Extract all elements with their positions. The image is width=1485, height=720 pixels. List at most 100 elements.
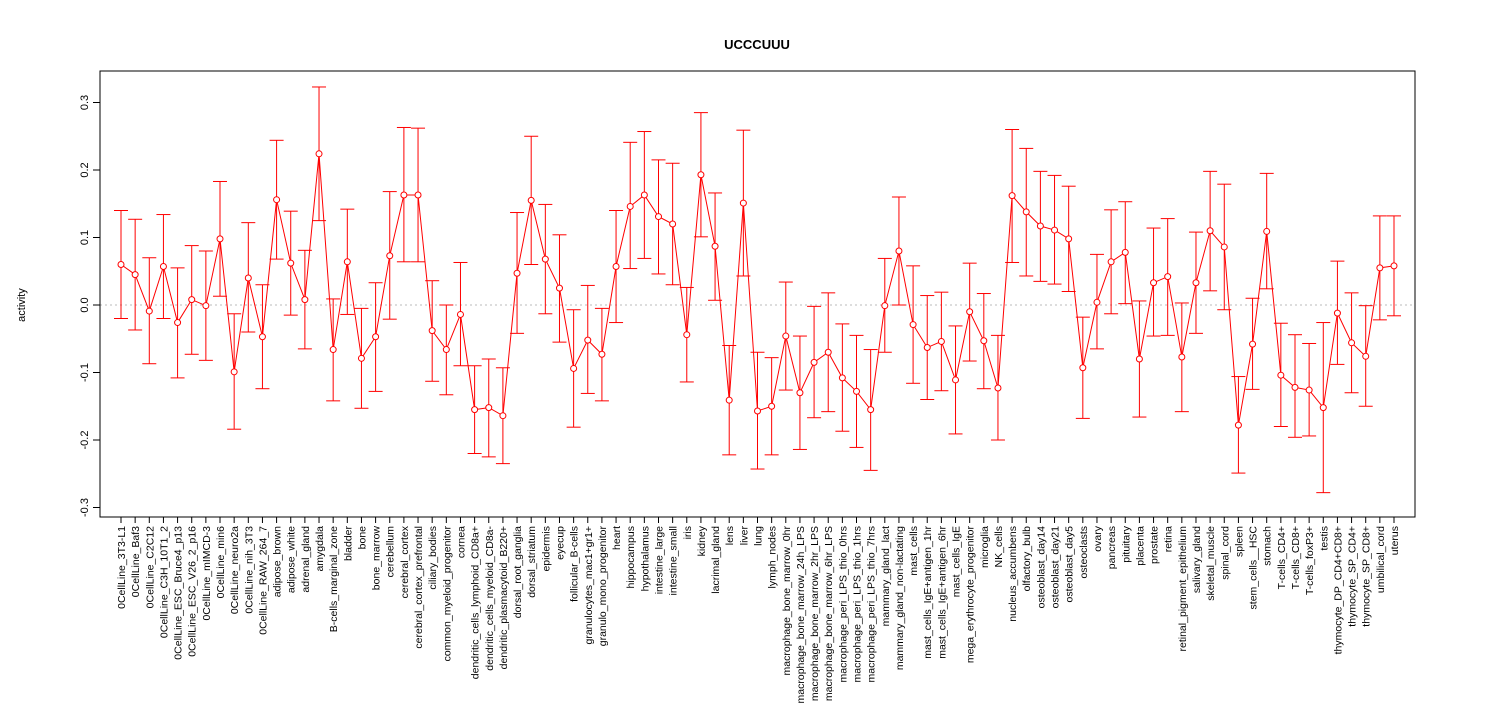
x-tick-label: skeletal_muscle xyxy=(1205,526,1217,601)
x-tick-label: cerebellum xyxy=(385,526,397,578)
x-tick-label: common_myeloid_progenitor xyxy=(441,526,453,662)
x-tick-label: T-cells_CD4+ xyxy=(1276,526,1288,589)
x-tick-label: 0CellLine_nih_3T3 xyxy=(243,526,255,614)
data-point xyxy=(867,406,875,414)
data-point xyxy=(202,302,210,310)
data-point xyxy=(1065,235,1073,243)
data-point xyxy=(499,412,507,420)
y-tick-label: 0.1 xyxy=(79,230,91,245)
data-point xyxy=(895,247,903,255)
x-tick-label: iris xyxy=(682,526,694,539)
x-tick-label: stomach xyxy=(1262,526,1274,566)
x-tick-label: salivary_gland xyxy=(1191,526,1203,593)
x-tick-label: bone xyxy=(356,526,368,550)
x-tick-label: 0CellLine_ESC_Bruce4_p13 xyxy=(173,526,185,660)
data-point xyxy=(1022,208,1030,216)
data-point xyxy=(1362,352,1370,360)
data-point xyxy=(145,307,153,315)
x-tick-label: cornea xyxy=(455,526,467,558)
x-tick-label: spinal_cord xyxy=(1219,526,1231,580)
data-point xyxy=(1206,227,1214,235)
data-point xyxy=(258,333,266,341)
x-tick-label: mammary_gland_lact xyxy=(880,526,892,626)
x-tick-label: hypothalamus xyxy=(639,526,651,591)
x-tick-label: T-cells_foxP3+ xyxy=(1304,526,1316,595)
x-tick-label: cerebral_cortex_prefrontal xyxy=(413,526,425,649)
data-point xyxy=(301,296,309,304)
data-point xyxy=(414,191,422,199)
x-tick-label: macrophage_bone_marrow_0hr xyxy=(781,526,793,676)
data-point xyxy=(754,407,761,415)
x-tick-label: 0CellLine_3T3-L1 xyxy=(116,526,128,609)
data-point xyxy=(1051,226,1059,234)
data-point xyxy=(923,344,931,352)
x-tick-label: mast_cells_IgE xyxy=(951,526,963,597)
x-tick-label: pituitary xyxy=(1120,525,1132,563)
data-point xyxy=(174,319,182,327)
x-tick-label: macrophage_bone_marrow_6hr_LPS xyxy=(823,526,835,701)
data-point xyxy=(1192,279,1200,287)
data-point xyxy=(1277,371,1285,379)
x-tick-label: NK_cells xyxy=(993,526,1005,567)
data-point xyxy=(654,213,662,221)
x-tick-label: mast_cells_IgE+antigen_1hr xyxy=(922,526,934,659)
data-point xyxy=(612,263,620,271)
data-point xyxy=(994,384,1002,392)
data-point xyxy=(1333,309,1341,317)
x-tick-label: 0CellLine_mIMCD-3 xyxy=(201,526,213,621)
y-tick-label: -0.1 xyxy=(79,363,91,382)
data-point xyxy=(131,271,139,279)
x-tick-label: macrophage_peri_LPS_thio_0hrs xyxy=(837,526,849,682)
data-point xyxy=(1319,404,1327,412)
x-tick-label: dendritic_plasmacytoid_B220+ xyxy=(498,526,510,669)
x-tick-label: macrophage_peri_LPS_thio_7hrs xyxy=(866,526,878,682)
x-tick-label: T-cells_CD8+ xyxy=(1290,526,1302,589)
data-point xyxy=(442,346,450,354)
data-point xyxy=(159,263,167,271)
y-tick-label: -0.3 xyxy=(79,498,91,517)
x-tick-label: 0CellLine_C2C12 xyxy=(144,526,156,608)
x-tick-label: macrophage_peri_LPS_thio_1hrs xyxy=(852,526,864,682)
data-point xyxy=(1008,192,1016,200)
data-point xyxy=(273,196,281,204)
data-point xyxy=(980,337,988,345)
data-point xyxy=(1390,262,1398,270)
data-point xyxy=(400,191,408,199)
x-tick-label: bone_marrow xyxy=(371,526,383,591)
x-tick-label: macrophage_bone_marrow_2hr_LPS xyxy=(809,526,821,701)
y-tick-label: -0.2 xyxy=(79,431,91,450)
data-point xyxy=(952,376,960,384)
data-point xyxy=(1079,364,1087,372)
data-point xyxy=(372,333,380,341)
x-tick-label: 0CellLine_ESC_V26_2_p16 xyxy=(187,526,199,657)
x-tick-label: lacrimal_gland xyxy=(710,526,722,594)
x-tick-label: retina xyxy=(1163,526,1175,552)
x-tick-label: adrenal_gland xyxy=(300,526,312,593)
x-tick-label: macrophage_bone_marrow_24h_LPS xyxy=(795,526,807,703)
y-axis-label: activity xyxy=(16,288,28,322)
data-point xyxy=(810,358,818,366)
x-tick-label: thymocyte_SP_CD4+ xyxy=(1347,526,1359,627)
data-point xyxy=(1249,340,1257,348)
x-tick-label: lymph_nodes xyxy=(767,526,779,588)
x-tick-label: bladder xyxy=(342,526,354,562)
x-tick-label: microglia xyxy=(979,526,991,568)
data-point xyxy=(188,296,196,304)
data-point xyxy=(909,321,917,329)
x-tick-label: 0CellLine_neuro2a xyxy=(229,526,241,614)
data-point xyxy=(881,302,889,310)
data-point xyxy=(315,150,323,158)
x-tick-label: dorsal_root_ganglia xyxy=(512,526,524,618)
data-point xyxy=(966,308,974,316)
data-point xyxy=(386,252,394,260)
x-tick-label: ciliary_bodies xyxy=(427,526,439,590)
x-tick-label: hippocampus xyxy=(625,526,637,588)
data-point xyxy=(329,346,337,354)
x-tick-label: spleen xyxy=(1233,526,1245,557)
data-points xyxy=(117,150,1398,429)
data-point xyxy=(1164,273,1172,281)
x-tick-label: retinal_pigment_epithelium xyxy=(1177,526,1189,652)
x-tick-label: B-cells_marginal_zone xyxy=(328,526,340,632)
x-tick-label: heart xyxy=(611,526,623,550)
